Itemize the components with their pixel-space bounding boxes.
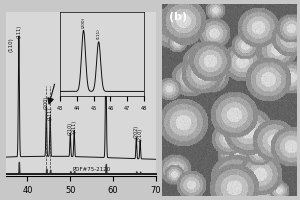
Text: (200): (200) bbox=[44, 96, 49, 109]
Text: (111): (111) bbox=[16, 25, 21, 38]
Text: (111): (111) bbox=[97, 29, 101, 39]
Text: (b): (b) bbox=[169, 12, 187, 22]
Text: (110): (110) bbox=[8, 37, 13, 52]
Text: (202): (202) bbox=[134, 125, 139, 138]
Text: (200): (200) bbox=[82, 17, 86, 28]
Text: PDF#75-2120: PDF#75-2120 bbox=[73, 167, 111, 172]
Text: (211): (211) bbox=[103, 47, 108, 61]
Text: (211): (211) bbox=[72, 120, 76, 133]
Text: (111): (111) bbox=[48, 106, 52, 120]
Text: (210): (210) bbox=[68, 122, 73, 135]
Text: (210): (210) bbox=[138, 127, 142, 141]
